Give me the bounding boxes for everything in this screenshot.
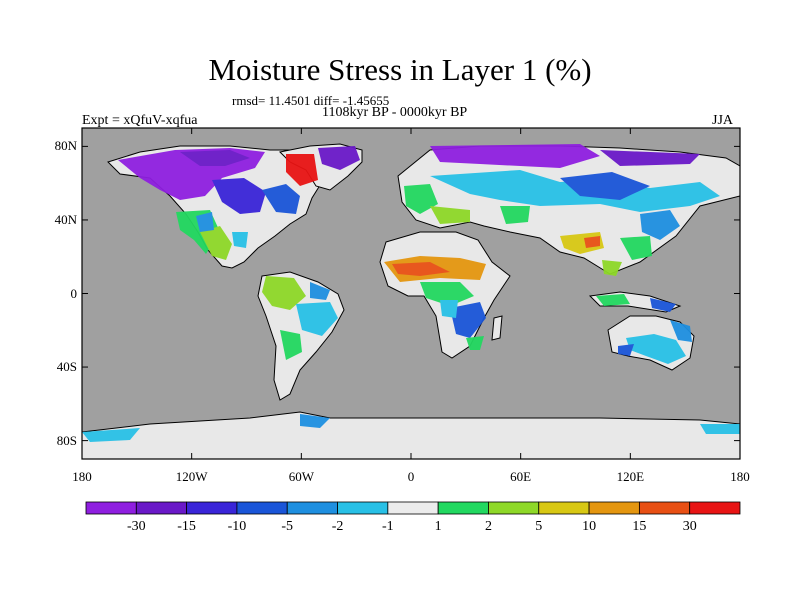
madagascar: [491, 315, 503, 341]
colorbar-label: 1: [434, 519, 442, 534]
colorbar-label: 5: [535, 519, 543, 534]
colorbar-box: [236, 501, 288, 515]
colorbar-box: [538, 501, 590, 515]
period-label: 1108kyr BP - 0000kyr BP: [322, 105, 468, 120]
lat-ticks: [82, 145, 740, 442]
colorbar-label: 10: [582, 519, 597, 534]
colorbar-label: -5: [281, 519, 294, 534]
colorbar-box: [135, 501, 188, 515]
chart-title: Moisture Stress in Layer 1 (%): [208, 52, 592, 87]
stats-label: rmsd= 11.4501 diff= -1.45655: [232, 93, 390, 108]
experiment-label: Expt = xQfuV-xqfua: [82, 113, 198, 128]
lon-tick-label: 120W: [175, 469, 208, 484]
lat-tick-label: 0: [70, 285, 78, 301]
colorbar-label: 15: [632, 519, 647, 534]
colorbar-box: [186, 501, 238, 515]
colorbar-box: [638, 501, 691, 515]
colorbar-label: -30: [126, 519, 146, 534]
lon-tick-label: 0: [407, 469, 415, 484]
colorbar-box: [689, 501, 741, 515]
colorbar-box: [437, 501, 489, 515]
colorbar-label: -15: [177, 519, 196, 534]
colorbar-box: [286, 501, 338, 515]
colorbar-label: 2: [484, 519, 492, 534]
colorbar-label: -1: [382, 519, 394, 534]
colorbar-box: [488, 501, 540, 515]
colorbar-box: [85, 501, 137, 515]
lon-tick-label: 180: [730, 469, 750, 484]
lon-tick-label: 60E: [510, 469, 532, 484]
colorbar-box: [337, 501, 389, 515]
lon-ticks: [81, 128, 741, 459]
antarctica: [82, 411, 740, 459]
lat-tick-label: 80S: [56, 432, 77, 448]
field-shading: [82, 144, 740, 442]
colorbar: [85, 501, 741, 515]
colorbar-label: -10: [227, 519, 247, 534]
lon-tick-label: 60W: [288, 469, 314, 484]
season-label: JJA: [712, 113, 734, 128]
lon-tick-label: 120E: [616, 469, 645, 484]
lat-tick-label: 40S: [56, 359, 77, 375]
colorbar-box: [387, 501, 439, 515]
lon-tick-label: 180: [72, 469, 92, 484]
colorbar-label: -2: [331, 519, 344, 534]
colorbar-box: [588, 501, 640, 515]
colorbar-label: 30: [682, 519, 697, 534]
lat-tick-label: 80N: [54, 138, 77, 154]
lat-tick-label: 40N: [54, 211, 77, 227]
